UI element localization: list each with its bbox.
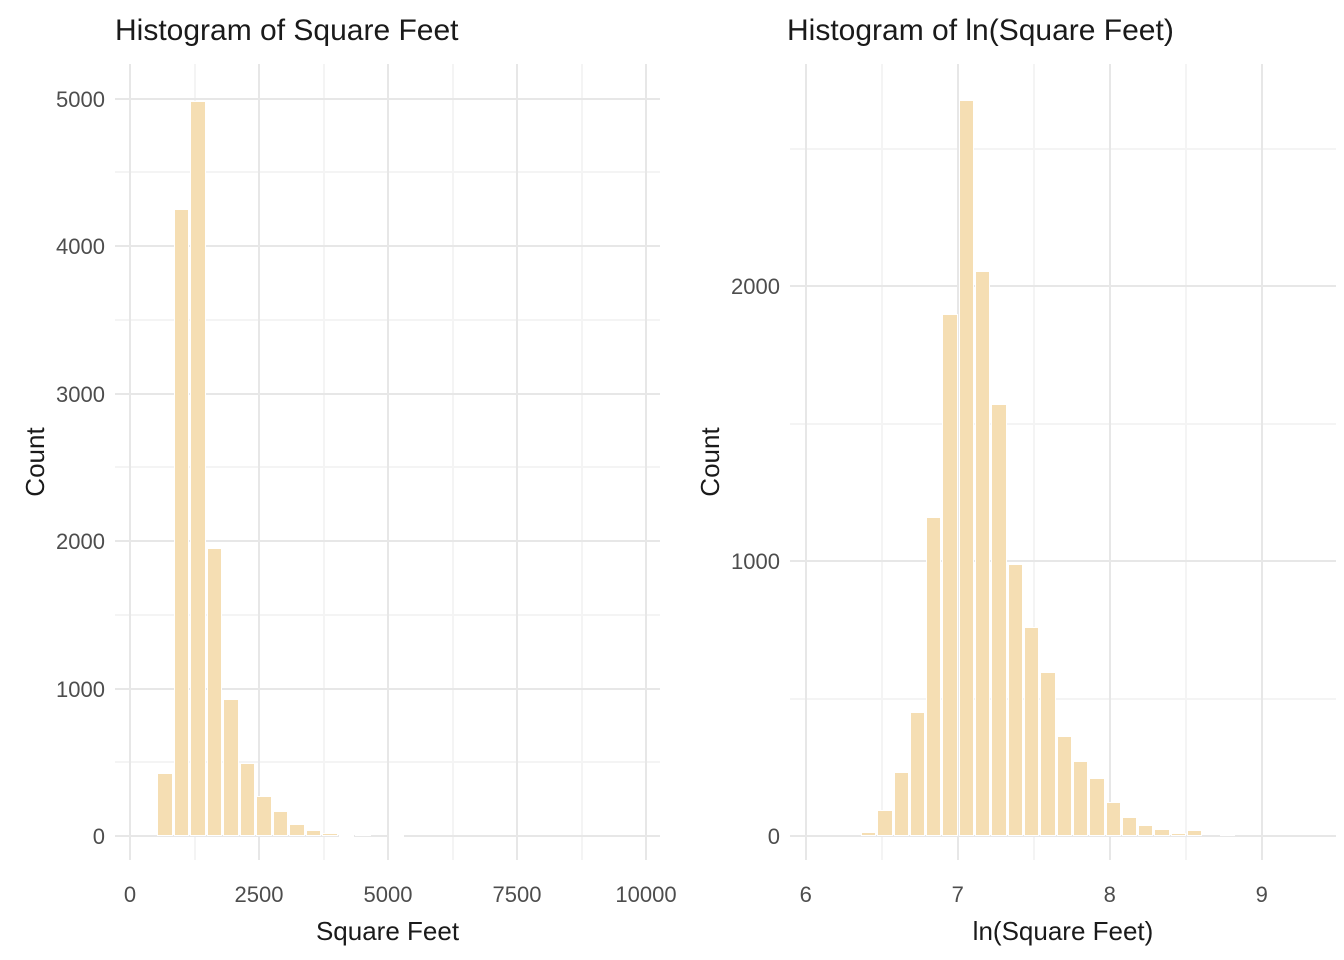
x-axis-title: ln(Square Feet)	[972, 916, 1154, 946]
histogram-bar	[256, 796, 272, 836]
histogram-bar	[1040, 672, 1056, 836]
x-major-gridline	[1108, 64, 1111, 860]
y-major-gridline	[790, 835, 1336, 837]
histogram-bar	[388, 834, 404, 837]
y-tick-label: 2000	[56, 529, 105, 554]
y-minor-gridline	[790, 422, 1336, 425]
left-plot-title: Histogram of Square Feet	[115, 14, 459, 47]
y-tick-label: 4000	[56, 234, 105, 259]
histogram-bar	[157, 773, 173, 836]
histogram-bar	[206, 548, 223, 836]
histogram-bar	[958, 100, 975, 836]
right-histogram-panel	[790, 64, 1336, 860]
histogram-bar	[926, 517, 942, 836]
y-tick-label: 2000	[731, 274, 780, 299]
x-minor-gridline	[580, 64, 583, 860]
y-tick-label: 3000	[56, 381, 105, 407]
histogram-bar	[239, 762, 256, 836]
histogram-bar	[1105, 802, 1121, 836]
x-tick-label: 7500	[492, 882, 542, 907]
y-minor-gridline	[790, 697, 1336, 700]
x-major-gridline	[645, 64, 647, 860]
x-major-gridline	[129, 64, 131, 860]
right-plot-title: Histogram of ln(Square Feet)	[787, 14, 1174, 47]
y-axis-title: Count	[695, 427, 725, 497]
histogram-bar	[893, 771, 909, 836]
x-axis-title: Square Feet	[315, 916, 460, 946]
histogram-bar	[305, 829, 322, 836]
x-major-gridline	[1260, 64, 1263, 860]
x-minor-gridline	[322, 64, 325, 860]
histogram-bar	[1089, 778, 1105, 836]
y-tick-label: 0	[767, 824, 780, 849]
histogram-bar	[1138, 825, 1154, 836]
histogram-bar	[289, 824, 305, 836]
histogram-bar	[1219, 834, 1236, 837]
x-tick-label: 6	[799, 882, 812, 907]
histogram-bar	[173, 209, 190, 836]
histogram-bar	[223, 698, 239, 836]
histogram-bar	[942, 313, 958, 836]
y-tick-label: 5000	[56, 86, 105, 112]
histogram-bar	[1007, 563, 1023, 836]
histogram-bar	[860, 831, 877, 836]
x-tick-label: 8	[1103, 882, 1116, 907]
x-tick-label: 10000	[615, 882, 677, 907]
left-histogram-panel	[115, 64, 660, 860]
x-minor-gridline	[451, 64, 454, 860]
histogram-bar	[1121, 817, 1138, 836]
x-tick-label: 9	[1255, 882, 1268, 907]
y-tick-label: 0	[92, 824, 105, 849]
histogram-bar	[877, 809, 893, 836]
y-tick-label: 1000	[56, 676, 105, 702]
histogram-bar	[190, 100, 206, 836]
x-major-gridline	[258, 64, 260, 860]
y-major-gridline	[790, 560, 1336, 562]
y-axis-title: Count	[20, 427, 50, 497]
x-tick-label: 0	[123, 882, 137, 907]
histogram-bar	[338, 834, 355, 837]
y-tick-label: 1000	[731, 549, 780, 574]
x-major-gridline	[516, 64, 518, 860]
x-major-gridline	[804, 64, 807, 860]
histogram-bar	[322, 833, 338, 836]
x-minor-gridline	[1032, 64, 1035, 860]
x-minor-gridline	[880, 64, 883, 860]
histogram-bar	[1170, 832, 1187, 836]
y-major-gridline	[790, 285, 1336, 287]
histogram-bar	[272, 811, 289, 836]
x-minor-gridline	[1184, 64, 1187, 860]
histogram-bar	[1056, 735, 1072, 836]
x-tick-label: 2500	[234, 882, 284, 907]
histogram-bar	[355, 834, 371, 837]
histogram-bar	[1024, 627, 1040, 836]
y-minor-gridline	[790, 147, 1336, 150]
histogram-bar	[1187, 829, 1203, 836]
histogram-bar	[909, 711, 926, 836]
histogram-bar	[975, 270, 991, 836]
histogram-bar	[991, 404, 1007, 836]
x-tick-label: 5000	[363, 882, 413, 907]
histogram-bar	[1072, 760, 1089, 836]
x-tick-label: 7	[951, 882, 964, 907]
histogram-bar	[1154, 829, 1170, 836]
x-major-gridline	[387, 64, 389, 860]
